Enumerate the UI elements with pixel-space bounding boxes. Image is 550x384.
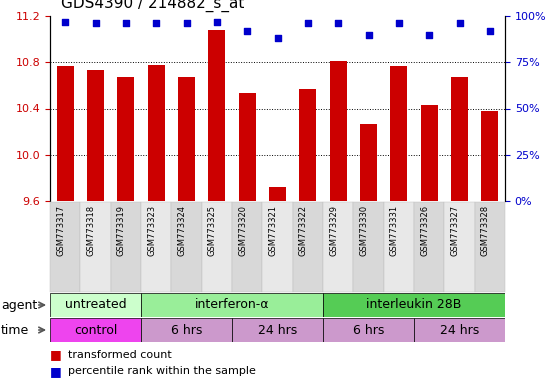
Text: GSM773324: GSM773324 bbox=[178, 205, 186, 256]
Text: GSM773331: GSM773331 bbox=[390, 205, 399, 256]
Point bbox=[394, 20, 403, 26]
Point bbox=[122, 20, 130, 26]
Bar bbox=[323, 202, 353, 292]
Text: 24 hrs: 24 hrs bbox=[258, 323, 297, 336]
Text: GSM773319: GSM773319 bbox=[117, 205, 126, 256]
Point bbox=[334, 20, 343, 26]
Point bbox=[486, 28, 494, 34]
Text: GSM773330: GSM773330 bbox=[360, 205, 368, 256]
Bar bbox=[353, 202, 384, 292]
Bar bbox=[50, 318, 141, 342]
Text: 6 hrs: 6 hrs bbox=[353, 323, 384, 336]
Bar bbox=[172, 202, 202, 292]
Bar bbox=[481, 111, 498, 201]
Bar bbox=[80, 202, 111, 292]
Bar bbox=[323, 293, 505, 317]
Text: GSM773321: GSM773321 bbox=[268, 205, 278, 256]
Bar bbox=[390, 66, 407, 201]
Bar bbox=[300, 89, 316, 201]
Bar bbox=[178, 77, 195, 201]
Point bbox=[212, 18, 221, 25]
Text: control: control bbox=[74, 323, 117, 336]
Point bbox=[425, 31, 433, 38]
Bar bbox=[475, 202, 505, 292]
Bar bbox=[50, 202, 80, 292]
Bar bbox=[330, 61, 346, 201]
Bar bbox=[262, 202, 293, 292]
Text: interferon-α: interferon-α bbox=[195, 298, 270, 311]
Bar bbox=[451, 77, 468, 201]
Bar bbox=[414, 318, 505, 342]
Bar bbox=[141, 202, 172, 292]
Bar bbox=[208, 30, 225, 201]
Bar bbox=[141, 318, 232, 342]
Text: GSM773326: GSM773326 bbox=[420, 205, 429, 256]
Point bbox=[152, 20, 161, 26]
Bar bbox=[384, 202, 414, 292]
Text: untreated: untreated bbox=[65, 298, 126, 311]
Bar bbox=[87, 70, 104, 201]
Bar bbox=[141, 293, 323, 317]
Bar bbox=[232, 318, 323, 342]
Text: GSM773318: GSM773318 bbox=[86, 205, 96, 256]
Point bbox=[60, 18, 69, 25]
Bar bbox=[202, 202, 232, 292]
Text: ■: ■ bbox=[50, 348, 62, 361]
Bar bbox=[232, 202, 262, 292]
Bar bbox=[239, 93, 256, 201]
Text: transformed count: transformed count bbox=[68, 350, 172, 360]
Bar bbox=[444, 202, 475, 292]
Text: GSM773328: GSM773328 bbox=[481, 205, 490, 256]
Point bbox=[455, 20, 464, 26]
Text: GSM773322: GSM773322 bbox=[299, 205, 308, 256]
Point bbox=[304, 20, 312, 26]
Bar bbox=[421, 105, 437, 201]
Text: GSM773329: GSM773329 bbox=[329, 205, 338, 256]
Text: GSM773320: GSM773320 bbox=[238, 205, 247, 256]
Bar bbox=[269, 187, 286, 201]
Text: GSM773317: GSM773317 bbox=[56, 205, 65, 256]
Bar bbox=[360, 124, 377, 201]
Text: percentile rank within the sample: percentile rank within the sample bbox=[68, 366, 255, 376]
Point bbox=[243, 28, 251, 34]
Point bbox=[364, 31, 373, 38]
Bar bbox=[414, 202, 444, 292]
Bar bbox=[50, 293, 141, 317]
Text: GDS4390 / 214882_s_at: GDS4390 / 214882_s_at bbox=[61, 0, 244, 12]
Bar bbox=[57, 66, 74, 201]
Bar bbox=[111, 202, 141, 292]
Point bbox=[182, 20, 191, 26]
Bar bbox=[118, 77, 134, 201]
Text: 24 hrs: 24 hrs bbox=[440, 323, 479, 336]
Bar bbox=[293, 202, 323, 292]
Point bbox=[91, 20, 100, 26]
Text: agent: agent bbox=[1, 298, 37, 311]
Text: time: time bbox=[1, 323, 29, 336]
Text: GSM773327: GSM773327 bbox=[450, 205, 459, 256]
Text: 6 hrs: 6 hrs bbox=[171, 323, 202, 336]
Text: ■: ■ bbox=[50, 365, 62, 378]
Bar bbox=[148, 65, 164, 201]
Bar bbox=[323, 318, 414, 342]
Text: interleukin 28B: interleukin 28B bbox=[366, 298, 461, 311]
Text: GSM773323: GSM773323 bbox=[147, 205, 156, 256]
Point bbox=[273, 35, 282, 41]
Text: GSM773325: GSM773325 bbox=[208, 205, 217, 256]
